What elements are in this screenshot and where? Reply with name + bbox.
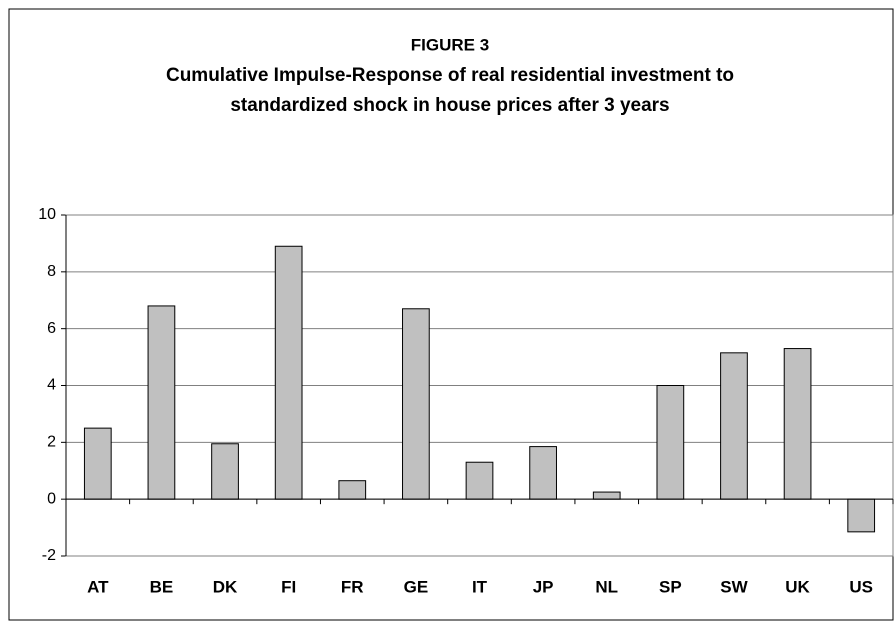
x-tick-label: SP: [659, 577, 682, 596]
bar: [402, 308, 430, 500]
x-tick-label: SW: [720, 577, 748, 596]
bar: [274, 245, 303, 500]
x-tick-label: BE: [150, 577, 174, 596]
bar: [83, 427, 112, 500]
x-tick-label: FI: [281, 577, 296, 596]
x-tick-label: JP: [533, 577, 554, 596]
x-tick-label: IT: [472, 577, 488, 596]
bar: [338, 480, 367, 500]
y-tick-label: 6: [47, 320, 56, 337]
x-tick-label: UK: [785, 577, 810, 596]
y-tick-label: 10: [38, 206, 56, 223]
bar: [592, 491, 621, 500]
y-tick-label: 8: [47, 263, 56, 280]
bar: [529, 446, 557, 500]
x-tick-label: US: [849, 577, 873, 596]
x-tick-label: AT: [87, 577, 109, 596]
y-tick-label: 2: [47, 434, 56, 451]
y-tick-label: 0: [47, 490, 56, 507]
bar: [847, 498, 876, 533]
bar: [147, 305, 176, 500]
y-tick-label: 4: [47, 377, 56, 394]
x-tick-label: NL: [595, 577, 618, 596]
bar: [211, 443, 239, 500]
chart-title: FIGURE 3: [411, 35, 489, 54]
bar: [465, 461, 494, 500]
chart-title: Cumulative Impulse-Response of real resi…: [166, 65, 734, 86]
bar: [656, 385, 685, 500]
x-tick-label: DK: [213, 577, 238, 596]
x-tick-label: FR: [341, 577, 364, 596]
y-tick-label: -2: [42, 547, 56, 564]
chart-title: standardized shock in house prices after…: [230, 95, 669, 116]
x-tick-label: GE: [404, 577, 429, 596]
bar: [720, 352, 748, 500]
bar: [783, 348, 812, 500]
